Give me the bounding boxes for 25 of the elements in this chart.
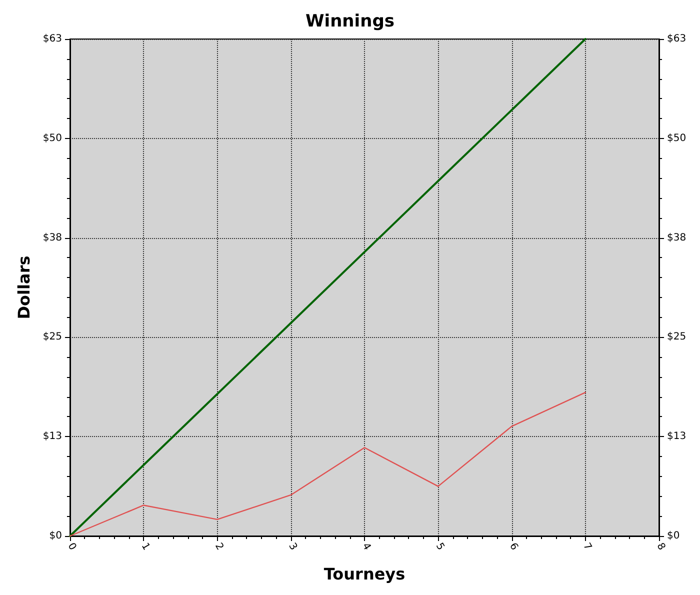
y2-tick-label: $0 (667, 530, 680, 542)
y2-tick-label: $13 (667, 431, 686, 442)
x-tick-label: 2 (212, 541, 226, 552)
y2-tick-label: $38 (667, 232, 686, 244)
y2-tick-label: $25 (667, 332, 686, 343)
y-tick-label: $25 (42, 332, 62, 343)
x-tick-label: 4 (360, 541, 372, 552)
x-tick-label: 1 (138, 541, 152, 552)
x-tick-label: 3 (286, 541, 299, 552)
y-tick-label: $63 (42, 34, 62, 44)
x-tick-label: 6 (506, 541, 520, 552)
y-tick-label: $50 (42, 132, 62, 144)
y-tick-label: $0 (49, 530, 62, 542)
y-tick-label: $13 (42, 431, 62, 442)
chart-title: Winnings (305, 12, 395, 32)
y2-tick-label: $50 (667, 132, 686, 144)
x-axis-title: Tourneys (324, 564, 406, 584)
x-tick-label: 8 (654, 541, 667, 552)
y-tick-label: $38 (42, 232, 62, 244)
x-tick-label: 7 (580, 541, 594, 552)
line-series (69, 392, 586, 537)
x-tick-label: 0 (65, 541, 78, 552)
y2-tick-label: $63 (667, 34, 686, 44)
x-tick-label: 5 (433, 541, 446, 552)
y-axis-title: Dollars (14, 256, 34, 320)
